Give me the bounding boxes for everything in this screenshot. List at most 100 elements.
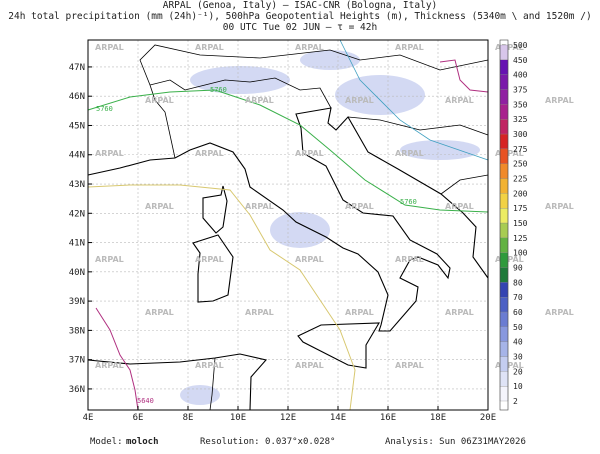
colorbar-label: 10: [513, 382, 523, 391]
colorbar-label: 100: [513, 249, 528, 258]
colorbar-label: 200: [513, 189, 528, 198]
watermark: ARPAL: [345, 96, 374, 105]
lat-tick-label: 46N: [69, 92, 85, 102]
coastline: [87, 107, 489, 332]
colorbar-label: 150: [513, 219, 528, 228]
north-border: [139, 44, 489, 86]
colorbar-bin: [499, 44, 509, 60]
watermark: ARPAL: [195, 255, 224, 264]
lat-tick-label: 39N: [69, 297, 85, 307]
lon-tick-label: 20E: [480, 413, 496, 423]
lon-tick-label: 10E: [230, 413, 246, 423]
contour-label: 5640: [137, 397, 154, 405]
lat-tick-label: 37N: [69, 356, 85, 366]
title-line: 00 UTC Tue 02 JUN – τ = 42h: [223, 22, 377, 33]
footer-model: moloch: [126, 437, 159, 447]
watermark: ARPAL: [145, 96, 174, 105]
colorbar-label: 500: [513, 41, 528, 50]
watermark: ARPAL: [495, 361, 524, 370]
lat-tick-label: 42N: [69, 209, 85, 219]
colorbar-bin: [499, 74, 509, 90]
colorbar-bin: [499, 326, 509, 342]
thickness-contour: [87, 184, 356, 411]
rain-area: [270, 212, 330, 248]
colorbar-bin: [499, 237, 509, 253]
lon-tick-label: 12E: [280, 413, 296, 423]
colorbar-bin: [499, 148, 509, 164]
colorbar-bin: [499, 297, 509, 313]
watermark: ARPAL: [145, 308, 174, 317]
lon-tick-label: 14E: [330, 413, 346, 423]
precip: [180, 50, 480, 405]
colorbar-frame: [499, 39, 509, 411]
coastlines: [87, 107, 489, 411]
colorbar-bin: [499, 386, 509, 402]
alpine-border: [149, 77, 332, 159]
colorbar-bin: [499, 356, 509, 372]
colorbar-label: 275: [513, 145, 528, 154]
colorbar-bin: [499, 252, 509, 268]
colorbar-label: 70: [513, 293, 523, 302]
watermark: ARPAL: [245, 308, 274, 317]
watermark: ARPAL: [245, 96, 274, 105]
footer-label: Model:: [90, 437, 123, 447]
watermark: ARPAL: [545, 308, 574, 317]
colorbar: 2 10 20 30 40 50 60 70 80 90 100 125 150 175 200 225 250…: [499, 39, 528, 411]
watermark: ARPAL: [195, 149, 224, 158]
watermark: ARPAL: [495, 43, 524, 52]
colorbar-label: 90: [513, 264, 523, 273]
lat-tick-label: 41N: [69, 239, 85, 249]
watermark: ARPAL: [295, 255, 324, 264]
footer-analysis: Analysis: Sun 06Z31MAY2026: [385, 437, 526, 447]
watermarks: ARPAL ARPAL ARPAL ARPAL ARPAL ARPAL ARPAL ARPAL…: [95, 43, 574, 370]
watermark: ARPAL: [95, 43, 124, 52]
colorbar-bin: [499, 341, 509, 357]
lat-tick-label: 45N: [69, 121, 85, 131]
contour-label: 5760: [210, 86, 227, 94]
balkan-border: [347, 116, 489, 136]
lat-tick-label: 40N: [69, 268, 85, 278]
colorbar-label: 300: [513, 130, 528, 139]
colorbar-bin: [499, 178, 509, 194]
watermark: ARPAL: [495, 149, 524, 158]
height-contour: [87, 89, 489, 213]
watermark: ARPAL: [95, 361, 124, 370]
colorbar-bin: [499, 133, 509, 149]
colorbar-label: 375: [513, 86, 528, 95]
rain-area: [335, 75, 425, 115]
colorbar-label: 250: [513, 160, 528, 169]
watermark: ARPAL: [195, 361, 224, 370]
watermark: ARPAL: [545, 96, 574, 105]
lon-tick-label: 8E: [183, 413, 194, 423]
lat-tick-label: 38N: [69, 326, 85, 336]
colorbar-bin: [499, 371, 509, 387]
watermark: ARPAL: [345, 308, 374, 317]
colorbar-label: 225: [513, 175, 528, 184]
colorbar-bin: [499, 267, 509, 283]
lat-tick-label: 43N: [69, 180, 85, 190]
colorbar-bin: [499, 193, 509, 209]
lon-tick-label: 4E: [83, 413, 94, 423]
watermark: ARPAL: [445, 202, 474, 211]
colorbar-label: 450: [513, 56, 528, 65]
colorbar-bin: [499, 104, 509, 120]
lat-tick-label: 47N: [69, 63, 85, 73]
colorbar-label: 2: [513, 397, 518, 406]
watermark: ARPAL: [395, 43, 424, 52]
title-line: 24h total precipitation (mm (24h)⁻¹), 50…: [8, 11, 591, 22]
watermark: ARPAL: [95, 255, 124, 264]
africa-border: [209, 357, 216, 411]
watermark: ARPAL: [545, 202, 574, 211]
colorbar-bin: [499, 208, 509, 224]
colorbar-bin: [499, 163, 509, 179]
height-contour: [95, 307, 139, 411]
colorbar-bin: [499, 119, 509, 135]
colorbar-bin: [499, 311, 509, 327]
watermark: ARPAL: [295, 361, 324, 370]
watermark: ARPAL: [445, 308, 474, 317]
watermark: ARPAL: [445, 96, 474, 105]
colorbar-label: 80: [513, 278, 523, 287]
height-contour: [439, 59, 489, 93]
africa-coast: [87, 353, 268, 411]
